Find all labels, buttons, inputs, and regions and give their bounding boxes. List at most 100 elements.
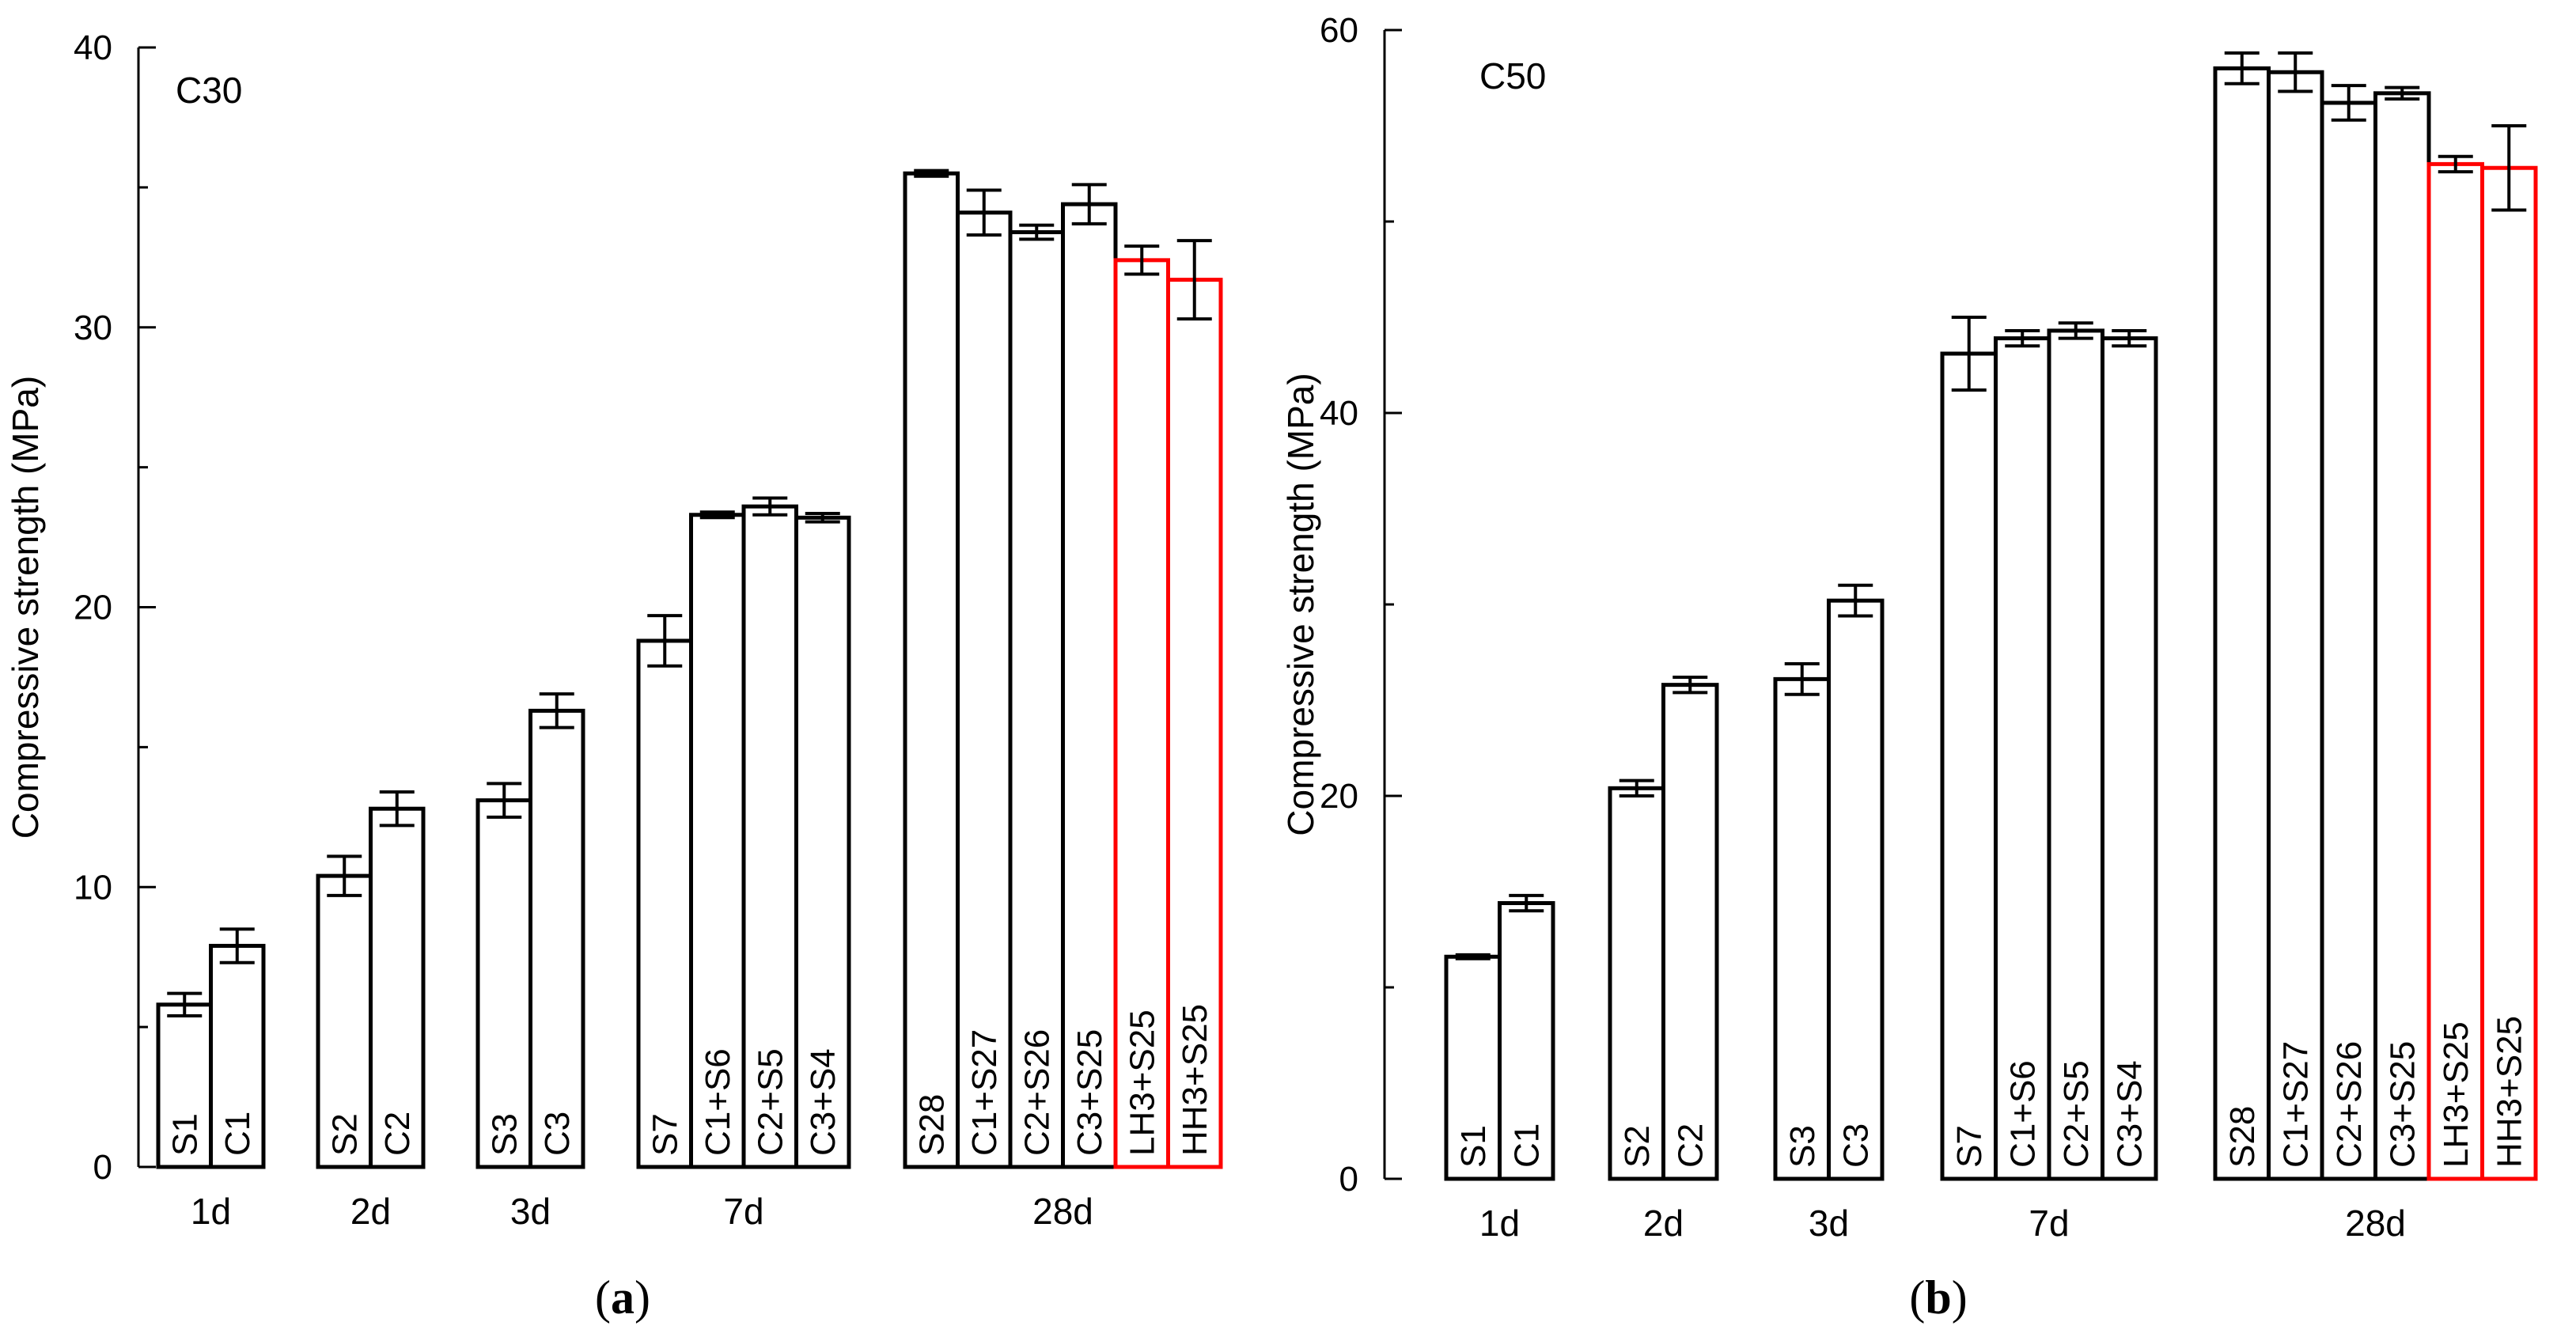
bar-2d-S2	[1608, 786, 1665, 1181]
bar-28d-C1+S27	[2267, 70, 2324, 1181]
grade-label: C50	[1479, 55, 1546, 97]
error-bar	[2112, 328, 2147, 348]
bar-label: HH3+S25	[2490, 1016, 2529, 1168]
caption-part: b	[1925, 1271, 1951, 1324]
error-bar	[2438, 154, 2473, 174]
bar-28d-HH3+S25	[1166, 278, 1223, 1169]
error-bar	[699, 510, 735, 520]
caption-part: )	[635, 1271, 650, 1324]
bar-label: C2+S26	[2330, 1041, 2369, 1168]
bar-label: C3+S25	[2383, 1041, 2422, 1168]
bar-28d-C2+S26	[2320, 100, 2377, 1181]
error-bar	[487, 782, 522, 819]
bar-label: C1+S27	[965, 1029, 1004, 1156]
bar-7d-C3+S4	[794, 515, 851, 1169]
y-tick-label: 40	[1320, 394, 1358, 433]
y-tick-label: 60	[1320, 11, 1358, 50]
error-bar	[1784, 662, 1820, 696]
group-label: 1d	[1479, 1203, 1520, 1244]
error-bar	[1838, 583, 1873, 618]
bar-7d-C1+S6	[1994, 336, 2051, 1181]
group-label: 3d	[510, 1191, 551, 1232]
bar-label: C3+S25	[1070, 1029, 1109, 1156]
y-tick-label: 20	[1320, 777, 1358, 816]
bar-3d-C3	[1827, 598, 1885, 1181]
y-tick-label: 40	[74, 28, 112, 67]
bar-label: HH3+S25	[1176, 1004, 1214, 1156]
error-bar	[1124, 244, 1160, 276]
bar-label: C2	[378, 1112, 417, 1156]
y-tick-label: 10	[74, 868, 112, 907]
error-bar	[914, 169, 949, 178]
bar-label: S2	[1618, 1125, 1657, 1168]
y-tick-label: 0	[93, 1148, 112, 1187]
error-bar	[1951, 316, 1987, 392]
bar-label: C1+S6	[699, 1048, 737, 1156]
error-bar	[1019, 223, 1055, 241]
grade-label: C30	[176, 70, 242, 111]
panel-caption: (b)	[1909, 1271, 1967, 1324]
bar-2d-S2	[316, 873, 373, 1169]
error-bar	[2224, 51, 2260, 85]
bar-label: C1+S6	[2003, 1060, 2042, 1168]
y-tick-label: 30	[74, 309, 112, 347]
error-bar	[1176, 239, 1212, 321]
caption-part: (	[595, 1271, 611, 1324]
bar-28d-S28	[2213, 66, 2271, 1181]
error-bar	[539, 692, 574, 729]
group-label: 7d	[2029, 1203, 2069, 1244]
panel-a-c30: 0 10 20 30 40 Compressive strength (MPa) C30 S1…	[5, 28, 1223, 1324]
group-label: 2d	[1643, 1203, 1684, 1244]
bar-label: S28	[912, 1094, 951, 1156]
group-label: 7d	[723, 1191, 763, 1232]
bar-2d-C2	[369, 806, 426, 1169]
bar-28d-S28	[903, 171, 960, 1169]
error-bar	[1509, 893, 1544, 913]
bar-28d-C3+S25	[2373, 91, 2431, 1181]
bar-3d-S3	[1773, 676, 1831, 1181]
group-label: 28d	[1032, 1191, 1093, 1232]
bar-label: S2	[325, 1113, 364, 1156]
y-axis-label: Compressive strength (MPa)	[1280, 373, 1321, 835]
error-bar	[1673, 675, 1708, 695]
error-bar	[2491, 124, 2527, 212]
bar-7d-C1+S6	[689, 513, 746, 1169]
error-bar	[2278, 51, 2313, 93]
bar-label: C2	[1671, 1123, 1710, 1168]
bar-7d-S7	[1940, 351, 1998, 1181]
caption-part: (	[1909, 1271, 1925, 1324]
bar-7d-S7	[636, 638, 693, 1169]
caption-part: a	[611, 1271, 635, 1324]
y-tick-label: 0	[1339, 1160, 1358, 1199]
bar-label: S3	[485, 1113, 524, 1156]
bar-label: C3+S4	[804, 1048, 843, 1156]
error-bar	[805, 511, 840, 524]
error-bar	[647, 614, 683, 668]
caption-part: )	[1952, 1271, 1968, 1324]
bar-label: S1	[1454, 1125, 1493, 1168]
error-bar	[327, 854, 362, 897]
bar-label: C3	[1836, 1123, 1875, 1168]
bar-28d-HH3+S25	[2480, 165, 2538, 1181]
error-bar	[2331, 84, 2366, 122]
bar-label: S3	[1783, 1125, 1822, 1168]
bar-28d-LH3+S25	[1113, 258, 1170, 1169]
bar-label: LH3+S25	[2437, 1021, 2476, 1168]
group-label: 2d	[350, 1191, 391, 1232]
bar-label: S7	[646, 1113, 684, 1156]
error-bar	[752, 496, 788, 517]
error-bar	[2058, 321, 2093, 340]
error-bar	[379, 790, 415, 828]
error-bar	[219, 927, 255, 964]
y-axis-label: Compressive strength (MPa)	[5, 376, 46, 839]
bar-28d-C3+S25	[1061, 202, 1118, 1169]
group-label: 3d	[1809, 1203, 1849, 1244]
bar-label: C3	[538, 1112, 577, 1156]
bar-label: LH3+S25	[1123, 1010, 1161, 1156]
bar-label: C2+S26	[1017, 1029, 1056, 1156]
error-bar	[2005, 328, 2040, 348]
panel-caption: (a)	[595, 1271, 650, 1324]
bar-2d-C2	[1661, 683, 1719, 1181]
error-bar	[167, 991, 203, 1017]
